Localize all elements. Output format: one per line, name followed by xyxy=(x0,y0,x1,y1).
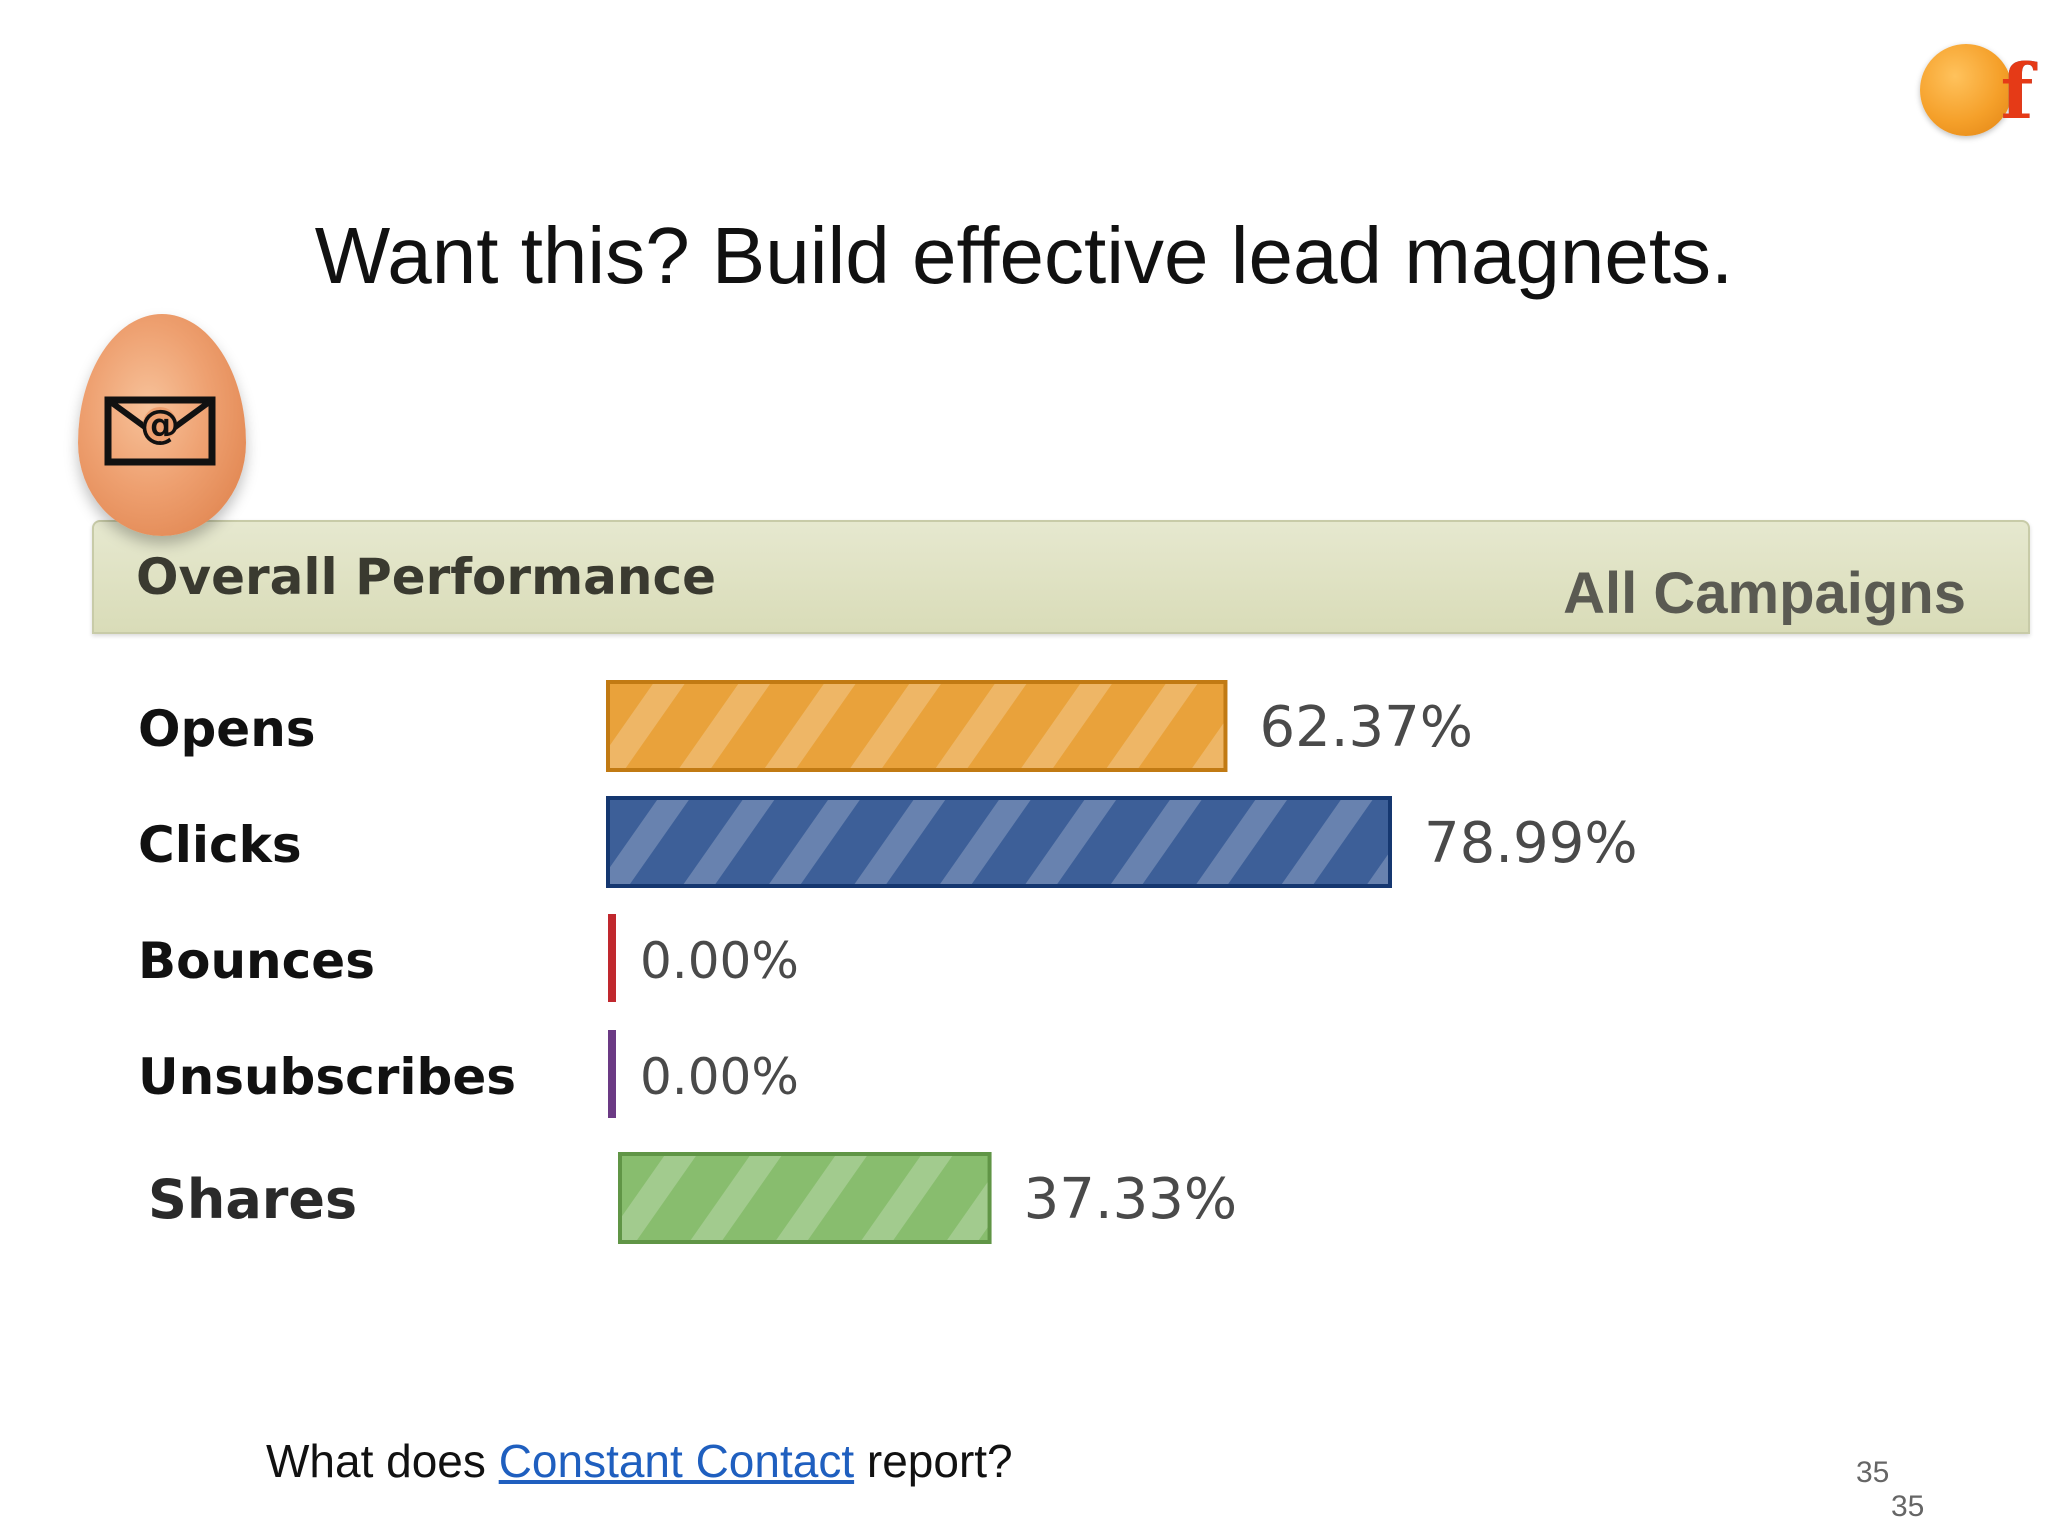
category-label-clicks: Clicks xyxy=(138,816,302,874)
value-label-unsubscribes: 0.00% xyxy=(640,1048,799,1106)
svg-text:@: @ xyxy=(140,402,180,448)
bar-stripes-opens xyxy=(610,684,1224,768)
category-label-bounces: Bounces xyxy=(138,932,375,990)
email-at-envelope-icon: @ xyxy=(78,314,246,536)
bar-stripes-clicks xyxy=(610,800,1389,884)
bar-stripes-shares xyxy=(622,1156,988,1240)
value-label-bounces: 0.00% xyxy=(640,932,799,990)
page-number-secondary: 35 xyxy=(1891,1490,1925,1523)
panel-title: Overall Performance xyxy=(136,548,717,606)
performance-bar-chart: Opens 62.37% Clicks 78.99% Bounces 0.00% Unsub… xyxy=(138,680,1638,1244)
category-label-shares: Shares xyxy=(148,1168,357,1231)
constant-contact-link[interactable]: Constant Contact xyxy=(498,1435,855,1487)
footer-prefix: What does xyxy=(266,1435,499,1487)
footer-suffix: report? xyxy=(854,1435,1013,1487)
value-label-opens: 62.37% xyxy=(1259,695,1473,760)
value-label-shares: 37.33% xyxy=(1024,1167,1238,1232)
slide-title: Want this? Build effective lead magnets. xyxy=(314,211,1734,300)
panel-header xyxy=(92,520,2030,634)
value-label-clicks: 78.99% xyxy=(1424,811,1638,876)
footer-caption: What does Constant Contact report? xyxy=(266,1434,1013,1488)
panel-subtitle: All Campaigns xyxy=(1563,561,1966,626)
bar-unsubscribes xyxy=(608,1030,616,1118)
category-label-opens: Opens xyxy=(138,700,316,758)
category-label-unsubscribes: Unsubscribes xyxy=(138,1048,516,1106)
envelope-icon: @ xyxy=(104,396,216,466)
bar-bounces xyxy=(608,914,616,1002)
page-number: 35 xyxy=(1856,1456,1890,1489)
